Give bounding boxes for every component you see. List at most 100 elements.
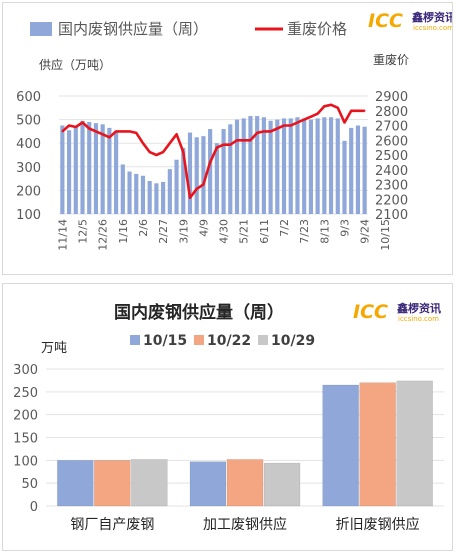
- price-point: [242, 139, 245, 142]
- y-tick-label: 0: [30, 500, 38, 515]
- supply-bar: [174, 159, 179, 214]
- left-tick-label: 100: [16, 208, 41, 223]
- category-label: 加工废钢供应: [203, 516, 287, 533]
- bottom-logo-letters: ICC: [353, 301, 388, 323]
- supply-bar: [261, 117, 266, 214]
- supply-price-chart-panel: 国内废钢供应量（周） 重废价格 ICC 鑫椤资讯 iccsino.com 供应（万吨） 重废…: [2, 2, 453, 275]
- price-point: [182, 151, 185, 153]
- price-point: [202, 183, 205, 186]
- category-label: 折旧废钢供应: [336, 516, 420, 533]
- supply-bar: [208, 129, 213, 214]
- supply-bar: [248, 116, 253, 214]
- y-tick-label: 250: [13, 386, 38, 401]
- price-point: [323, 105, 326, 108]
- x-tick-label: 7/2: [278, 219, 291, 237]
- price-point: [296, 121, 299, 124]
- x-tick-label: 11/14: [56, 219, 69, 251]
- supply-bar: [335, 118, 340, 214]
- price-point: [95, 130, 97, 133]
- supply-bar: [73, 126, 78, 214]
- supply-bar: [167, 169, 172, 214]
- x-tick-label: 3/19: [177, 219, 190, 244]
- left-tick-label: 500: [16, 114, 41, 129]
- x-tick-label: 4/9: [197, 219, 210, 237]
- price-point: [357, 109, 359, 112]
- legend-label: 10/29: [271, 333, 315, 349]
- supply-bar: [362, 126, 367, 214]
- x-tick-label: 1/16: [117, 219, 130, 244]
- supply-bar: [154, 183, 159, 214]
- bottom-logo-name: 鑫椤资讯: [396, 301, 441, 315]
- supply-bar: [107, 127, 112, 214]
- price-point: [148, 151, 151, 153]
- right-tick-label: 2900: [375, 90, 408, 105]
- supply-bar: [134, 173, 139, 214]
- right-tick-label: 2300: [375, 179, 408, 194]
- supply-bar: [241, 118, 246, 214]
- legend-swatch-supply: [30, 22, 52, 36]
- category-bar: [359, 382, 396, 507]
- category-bar: [189, 461, 227, 507]
- supply-bar: [342, 140, 347, 214]
- price-point: [168, 142, 171, 145]
- supply-bar: [120, 164, 125, 214]
- x-tick-label: 2/27: [157, 219, 170, 244]
- price-point: [108, 136, 111, 139]
- price-point: [61, 130, 64, 133]
- price-point: [289, 124, 292, 127]
- price-point: [350, 109, 353, 112]
- price-point: [155, 154, 158, 156]
- price-point: [74, 126, 77, 128]
- y-tick-label: 300: [13, 363, 38, 378]
- bottom-logo-url: iccsino.com: [398, 315, 439, 323]
- price-point: [262, 130, 265, 133]
- left-tick-label: 600: [16, 90, 41, 105]
- price-point: [195, 188, 198, 190]
- category-bar: [226, 459, 264, 507]
- price-point: [121, 130, 124, 133]
- supply-bar: [80, 120, 85, 214]
- x-tick-label: 7/23: [298, 219, 311, 244]
- left-axis-title: 供应（万吨）: [39, 57, 111, 72]
- price-point: [222, 143, 225, 146]
- y-axis-title: 万吨: [41, 341, 67, 356]
- price-point: [310, 115, 312, 118]
- supply-bar: [127, 171, 132, 214]
- top-logo-url: iccsino.com: [413, 24, 452, 32]
- price-point: [283, 124, 285, 127]
- price-point: [189, 196, 191, 199]
- supply-bar: [100, 124, 105, 214]
- chart-title: 国内废钢供应量（周）: [114, 302, 284, 323]
- price-point: [330, 103, 332, 106]
- supply-bar: [66, 130, 72, 214]
- price-line: [61, 103, 365, 200]
- legend-label: 10/15: [143, 333, 187, 349]
- supply-bar: [349, 127, 354, 214]
- y-tick-label: 150: [13, 432, 38, 447]
- supply-bar: [221, 129, 226, 214]
- price-point: [68, 124, 70, 127]
- right-tick-label: 2600: [375, 134, 408, 149]
- y-tick-label: 50: [21, 477, 38, 492]
- price-point: [236, 139, 238, 142]
- price-point: [343, 121, 346, 124]
- supply-bar: [181, 147, 186, 214]
- price-point: [128, 130, 131, 133]
- right-tick-label: 2200: [375, 193, 408, 208]
- supply-bar: [214, 143, 219, 214]
- price-point: [209, 161, 212, 164]
- x-tick-label: 9/24: [359, 219, 372, 244]
- category-bar: [131, 459, 168, 507]
- price-point: [142, 142, 144, 145]
- supply-bar: [87, 121, 92, 214]
- supply-bar: [302, 118, 307, 214]
- price-point: [115, 130, 117, 133]
- price-point: [229, 143, 232, 146]
- supply-bar: [322, 117, 327, 214]
- price-point: [269, 130, 272, 133]
- supply-bar: [255, 116, 260, 214]
- x-tick-label: 5/21: [238, 219, 251, 244]
- right-axis-title: 重废价: [373, 52, 409, 67]
- price-point: [316, 112, 319, 115]
